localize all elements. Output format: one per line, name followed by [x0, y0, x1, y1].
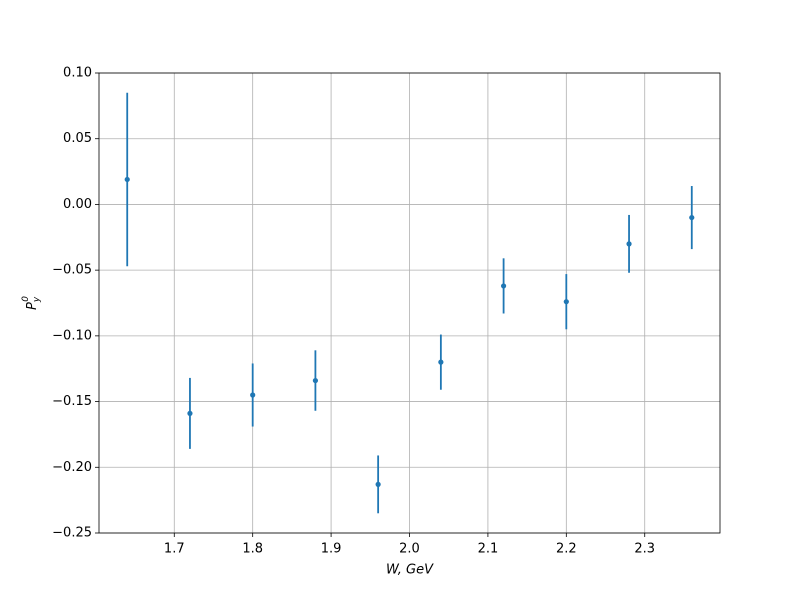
point [689, 214, 695, 221]
x-tick-label: 1.7 [164, 542, 185, 557]
point [438, 359, 444, 365]
x-tick-label: 2.3 [634, 542, 655, 557]
y-label-sup: 0 [21, 296, 31, 302]
marks [124, 92, 695, 514]
point [626, 241, 632, 247]
y-axis-label: Py0 [21, 296, 42, 310]
x-tick-label: 1.9 [321, 542, 342, 557]
point [124, 176, 130, 183]
point [250, 392, 256, 398]
x-tick-label: 2.0 [399, 542, 420, 557]
y-tick-label: 0.00 [63, 197, 92, 212]
y-label-sub: y [32, 296, 42, 303]
y-tick-label: −0.20 [52, 460, 92, 475]
y-tick-label: −0.10 [52, 328, 92, 343]
point [375, 481, 381, 487]
point [563, 299, 569, 305]
y-tick-label: 0.10 [63, 66, 92, 81]
grid [99, 72, 720, 534]
x-tick-label: 2.2 [556, 542, 577, 557]
y-tick-label: −0.15 [52, 394, 92, 409]
point [312, 377, 319, 384]
x-axis-label: W, GeV [386, 563, 434, 578]
y-tick-label: −0.25 [52, 526, 92, 541]
x-tick-label: 1.8 [242, 542, 263, 557]
y-label-base: P [25, 302, 40, 310]
y-tick-label: 0.05 [63, 131, 92, 146]
y-tick-label: −0.05 [52, 263, 92, 278]
point [187, 410, 193, 416]
point [500, 283, 507, 289]
x-tick-label: 2.1 [478, 542, 499, 557]
